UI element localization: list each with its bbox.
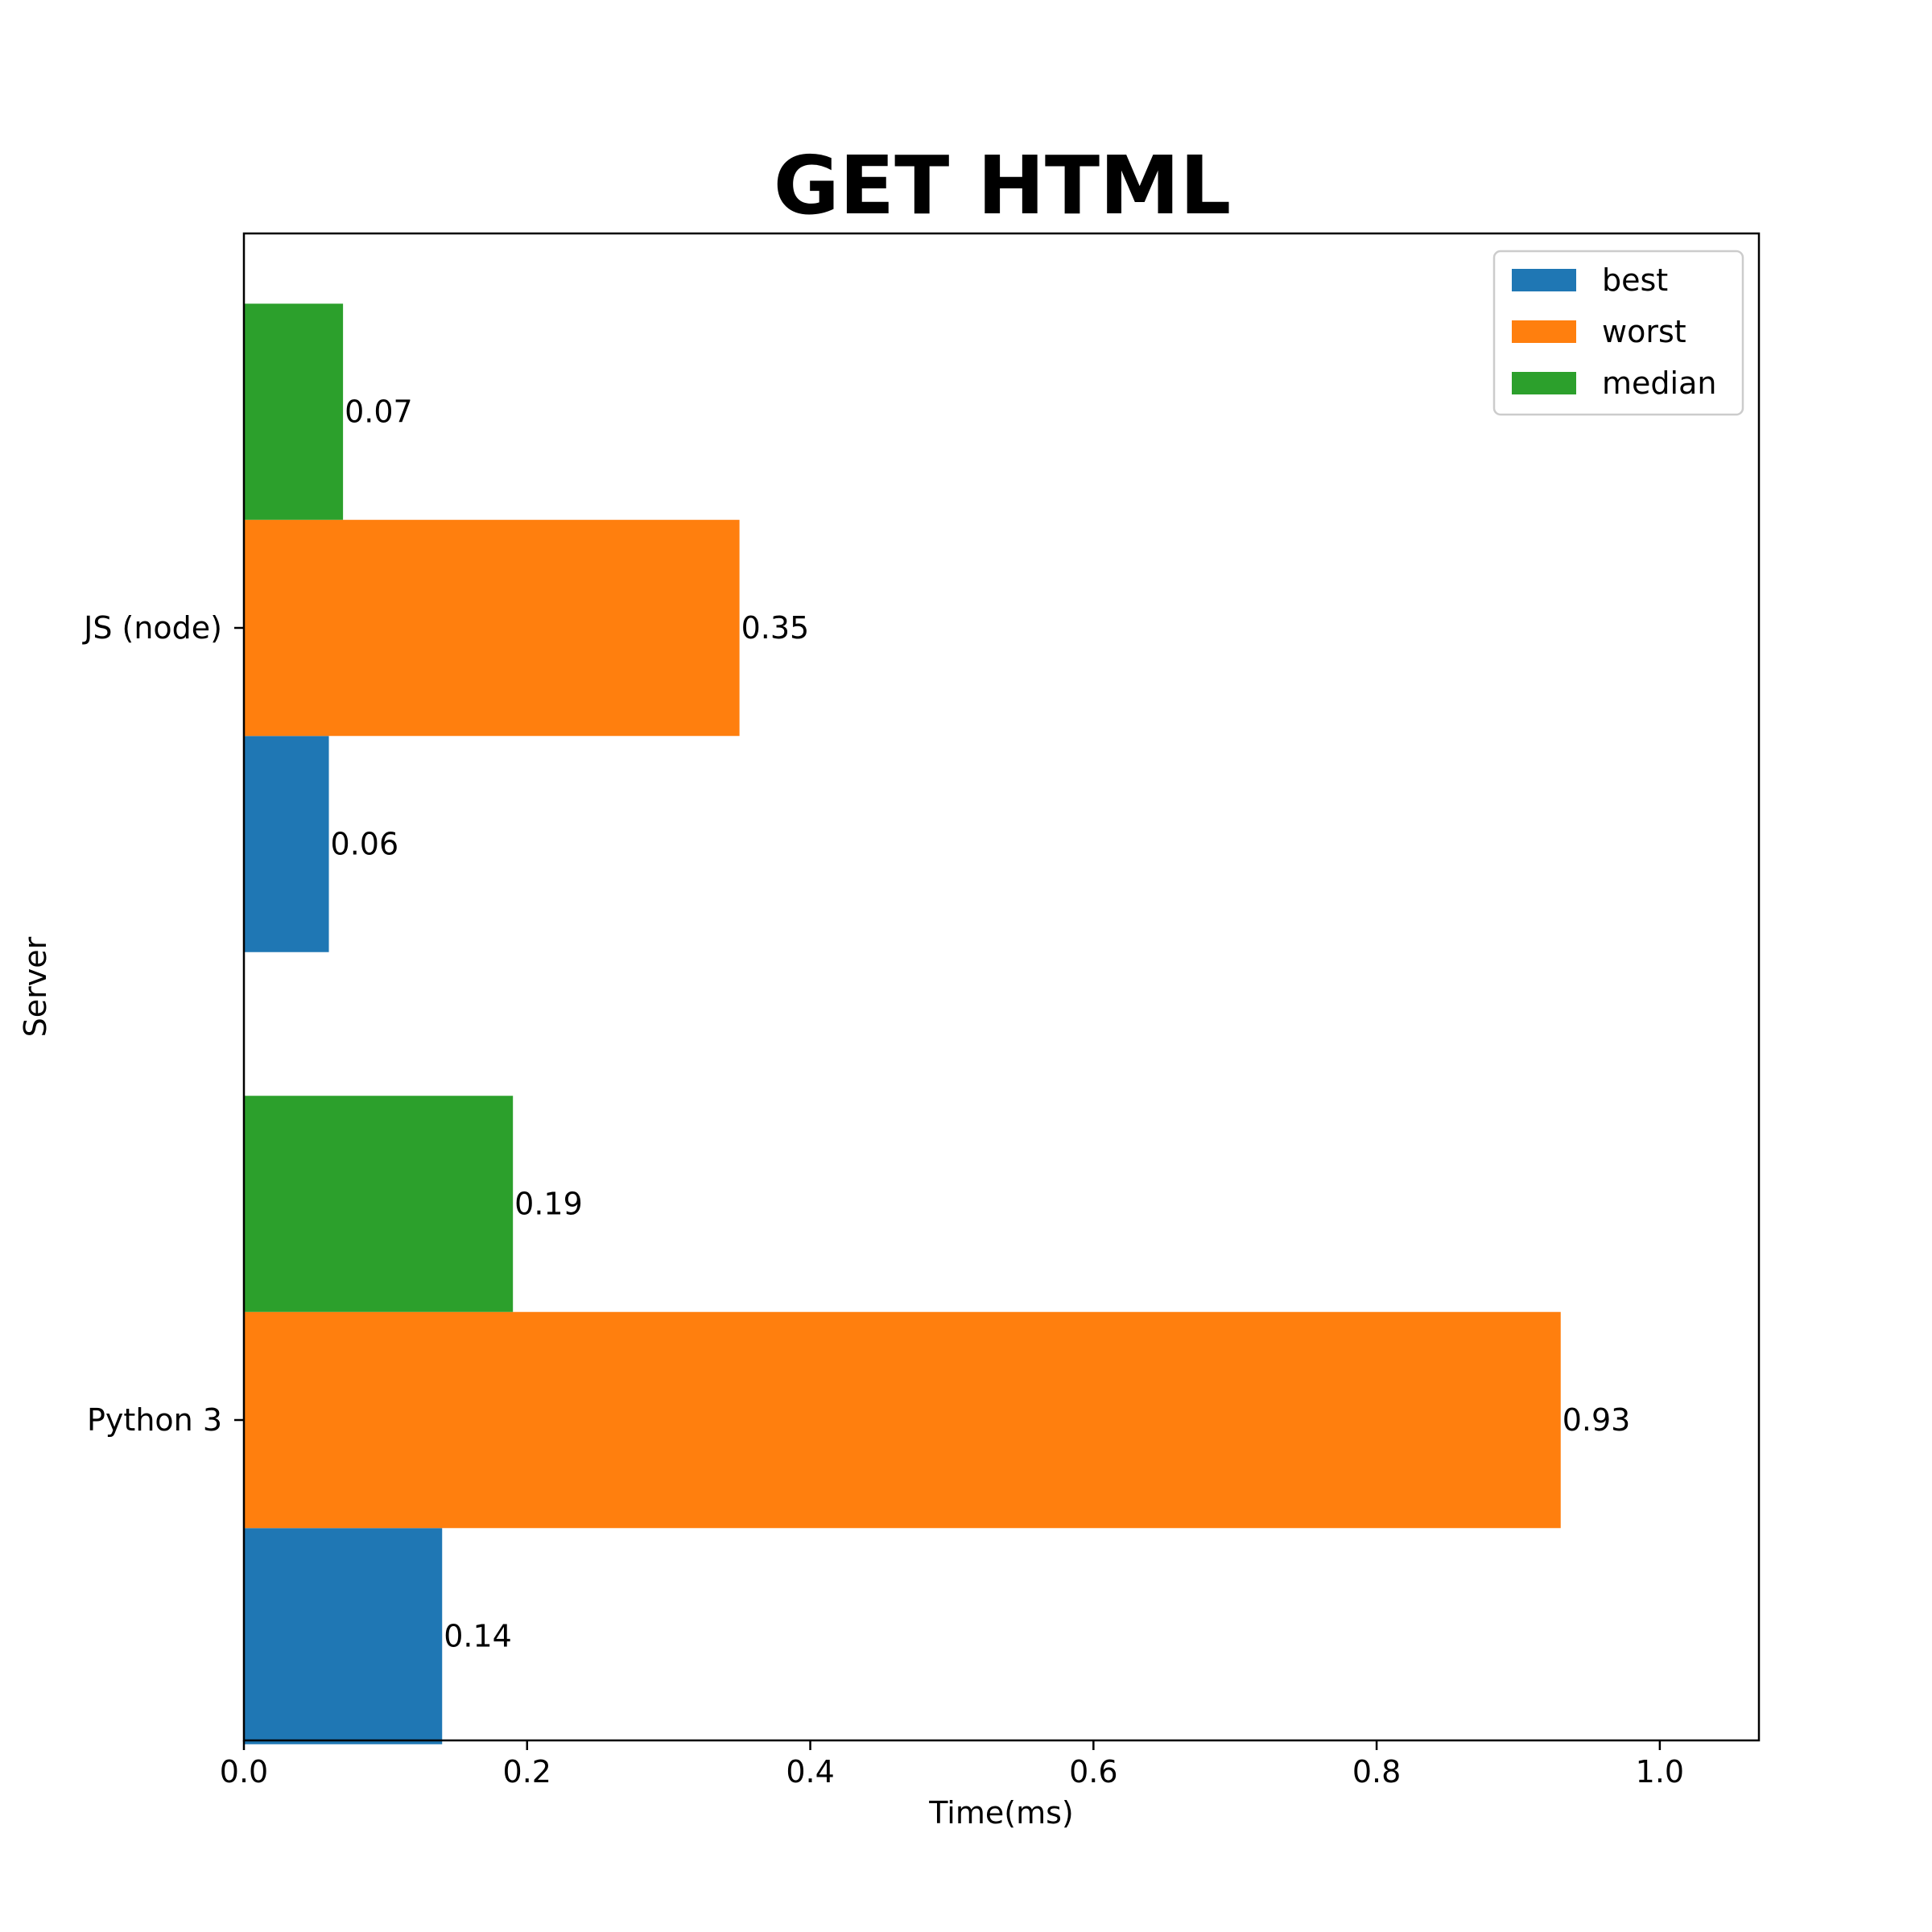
data-labels-group: 0.14 0.93 0.19 0.06 0.35 0.07 bbox=[331, 394, 1631, 1654]
data-label-js-node-worst: 0.35 bbox=[741, 610, 810, 646]
x-tick-label: 0.8 bbox=[1352, 1754, 1401, 1790]
y-axis-ticks: Python 3 JS (node) bbox=[82, 610, 244, 1438]
legend-label-median: median bbox=[1602, 365, 1716, 401]
data-label-python-3-best: 0.14 bbox=[444, 1619, 512, 1654]
y-tick-label-python-3: Python 3 bbox=[87, 1402, 222, 1438]
legend-swatch-median bbox=[1512, 372, 1576, 394]
legend-swatch-best bbox=[1512, 269, 1576, 291]
data-label-js-node-median: 0.07 bbox=[345, 394, 413, 430]
data-label-python-3-worst: 0.93 bbox=[1563, 1402, 1631, 1438]
bar-js-node-worst bbox=[244, 519, 740, 737]
x-tick-label: 0.4 bbox=[786, 1754, 834, 1790]
bar-python-3-worst bbox=[244, 1311, 1561, 1529]
legend-label-worst: worst bbox=[1602, 314, 1686, 349]
bar-python-3-median bbox=[244, 1096, 514, 1312]
bar-python-3-best bbox=[244, 1528, 443, 1744]
bars-group bbox=[244, 303, 1561, 1744]
y-axis-label: Server bbox=[18, 936, 53, 1037]
x-tick-label: 0.2 bbox=[503, 1754, 551, 1790]
data-label-python-3-median: 0.19 bbox=[514, 1187, 583, 1222]
x-tick-label: 1.0 bbox=[1636, 1754, 1684, 1790]
data-label-js-node-best: 0.06 bbox=[331, 827, 399, 862]
y-tick-label-js-node: JS (node) bbox=[82, 610, 222, 646]
x-tick-label: 0.0 bbox=[220, 1754, 268, 1790]
legend: best worst median bbox=[1492, 250, 1744, 416]
legend-label-best: best bbox=[1602, 262, 1668, 298]
chart-title: GET HTML bbox=[774, 138, 1232, 233]
x-axis-ticks: 0.0 0.2 0.4 0.6 0.8 1.0 bbox=[220, 1740, 1684, 1790]
bar-js-node-best bbox=[244, 736, 329, 952]
x-axis-label: Time(ms) bbox=[928, 1795, 1073, 1831]
plot-frame bbox=[242, 232, 1761, 1742]
x-tick-label: 0.6 bbox=[1069, 1754, 1117, 1790]
legend-swatch-worst bbox=[1512, 320, 1576, 343]
bar-js-node-median bbox=[244, 303, 344, 520]
